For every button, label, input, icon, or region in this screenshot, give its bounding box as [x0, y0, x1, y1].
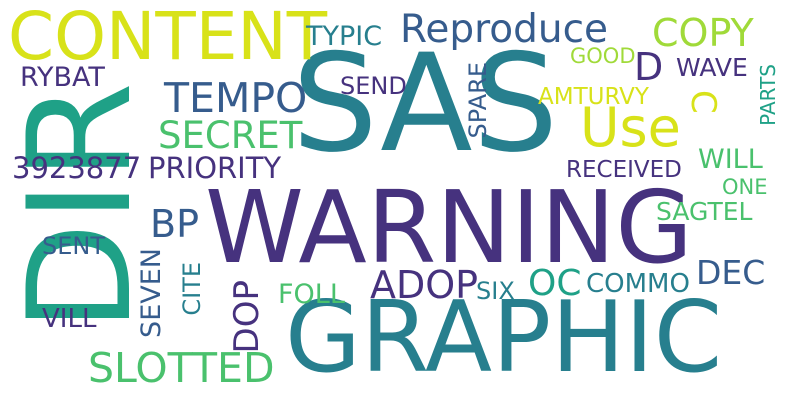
word-d: D: [634, 45, 664, 89]
word-dir: DIR: [0, 82, 163, 332]
word-secret: SECRET: [158, 114, 303, 157]
word-vill: VILL: [42, 304, 97, 334]
word-will: WILL: [698, 144, 763, 175]
word-six: SIX: [476, 277, 515, 305]
word-good: GOOD: [570, 44, 636, 68]
word-commo: COMMO: [586, 269, 690, 299]
word-received: RECEIVED: [566, 157, 682, 183]
word-dec: DEC: [696, 253, 766, 292]
word-content: CONTENT: [8, 0, 328, 75]
word-number: 3923877: [12, 151, 142, 185]
word-tempo: TEMPO: [164, 74, 308, 122]
word-seven: SEVEN: [136, 248, 167, 338]
word-c: C: [683, 90, 723, 114]
word-sas: SAS: [292, 25, 559, 182]
word-use: Use: [580, 96, 681, 159]
word-wave: WAVE: [676, 53, 748, 82]
word-foll: FOLL: [278, 279, 345, 310]
word-adop: ADOP: [370, 263, 479, 307]
word-one: ONE: [722, 175, 768, 199]
word-sent: SENT: [42, 232, 106, 260]
word-spare: SPARE: [464, 62, 492, 139]
word-graphic: GRAPHIC: [285, 281, 723, 395]
word-typic: TYPIC: [306, 21, 383, 52]
word-warning: WARNING: [205, 169, 693, 286]
word-bp: BP: [150, 202, 199, 246]
word-slotted: SLOTTED: [88, 344, 275, 392]
word-priority: PRIORITY: [148, 151, 282, 185]
word-oc: OC: [528, 263, 582, 304]
word-cite: CITE: [178, 262, 206, 316]
word-rybat: RYBAT: [20, 62, 105, 93]
word-parts: PARTS: [756, 64, 780, 126]
word-amturvy: AMTURVY: [538, 84, 649, 110]
word-copy: COPY: [652, 11, 754, 55]
word-reproduce: Reproduce: [400, 7, 609, 52]
word-send: SEND: [340, 72, 407, 100]
word-sagtel: SAGTEL: [656, 197, 753, 226]
word-dop: DOP: [227, 280, 267, 354]
